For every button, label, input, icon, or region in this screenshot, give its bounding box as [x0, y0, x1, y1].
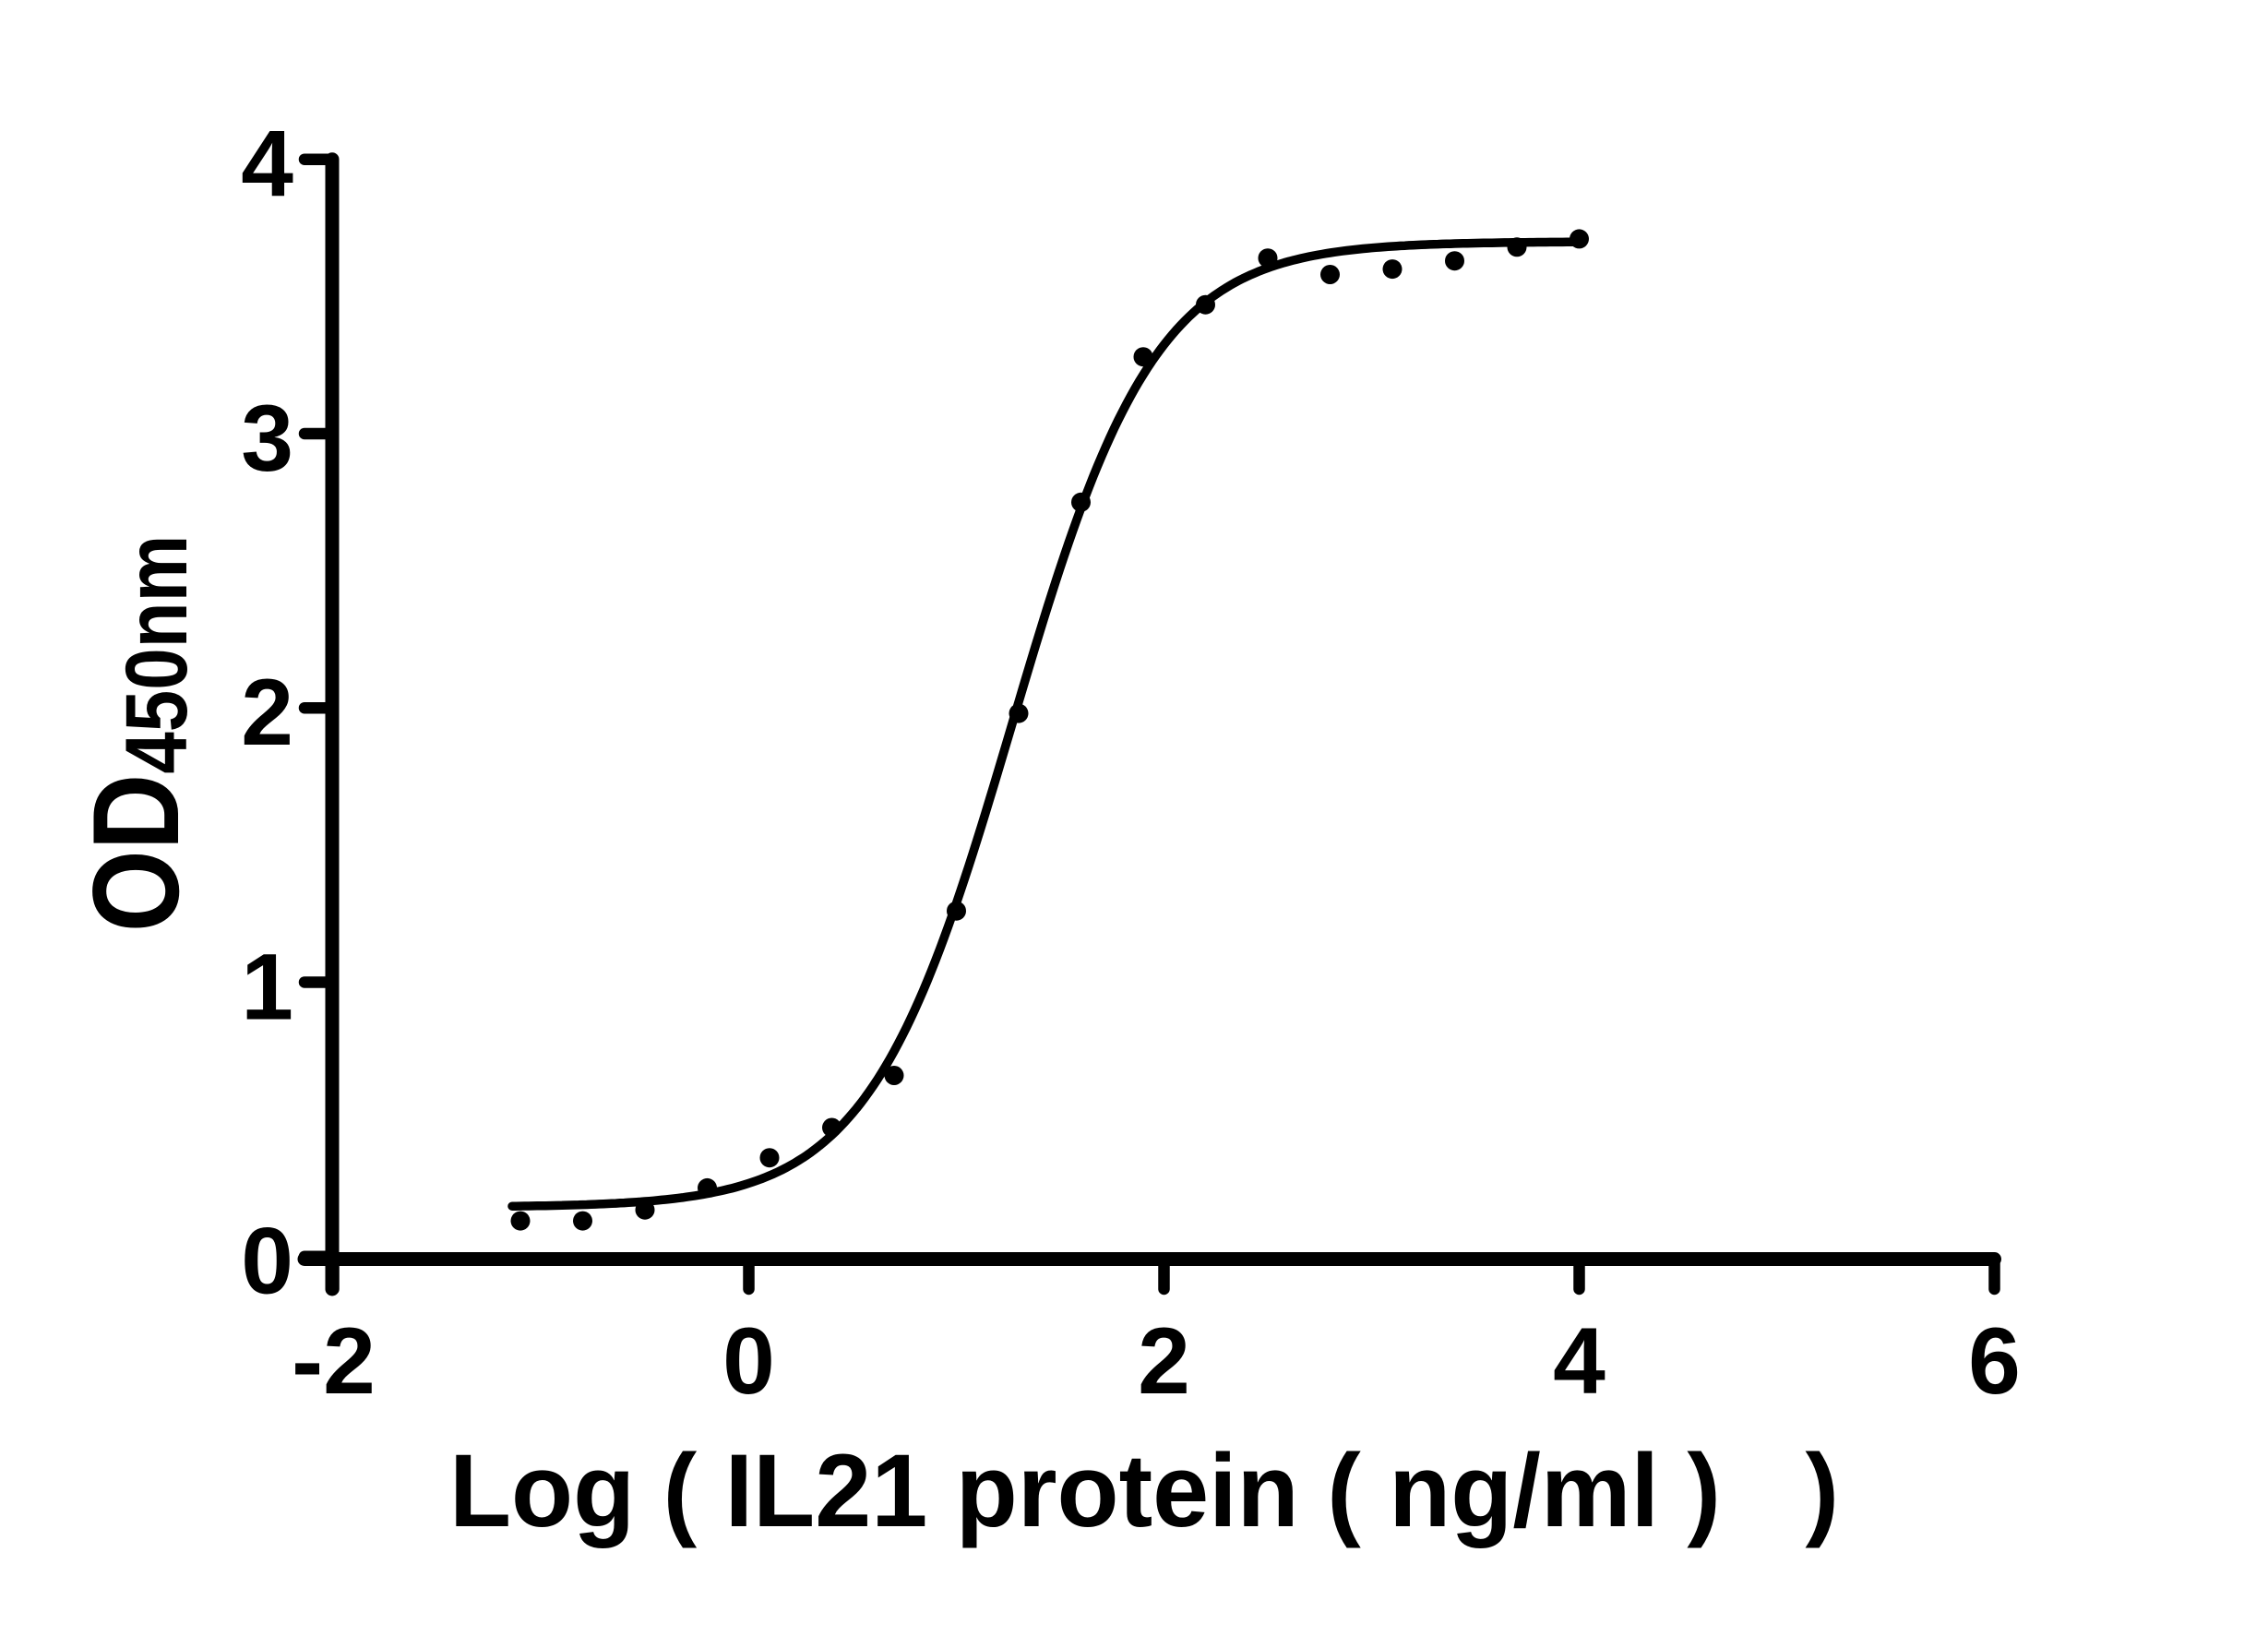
y-tick-label: 1	[241, 934, 293, 1039]
y-axis-title: OD450nm	[66, 503, 207, 965]
data-points	[510, 229, 1589, 1231]
data-point	[1258, 248, 1278, 269]
data-point	[1445, 251, 1464, 271]
x-tick-label: 4	[1553, 1308, 1606, 1414]
y-axis-title-subscript: 450nm	[107, 534, 206, 774]
x-tick-label: 6	[1968, 1308, 2021, 1414]
data-point	[573, 1211, 592, 1231]
data-point	[759, 1148, 780, 1168]
x-axis-ticks	[328, 1253, 2000, 1296]
data-point	[1009, 703, 1029, 723]
y-axis-title-text: OD450nm	[66, 535, 207, 932]
x-tick-label: 0	[722, 1308, 775, 1414]
data-point	[884, 1066, 904, 1085]
data-point	[1071, 492, 1091, 512]
y-tick-label: 4	[241, 112, 293, 217]
y-tick-label: 2	[241, 660, 293, 765]
y-tick-label: 3	[241, 386, 293, 491]
data-point	[1133, 347, 1153, 367]
y-axis-title-main: OD	[68, 773, 205, 933]
y-axis-tick-labels: 0 1 2 3 4	[241, 112, 293, 1314]
x-tick-label: -2	[292, 1308, 376, 1414]
data-point	[1507, 237, 1527, 257]
data-point	[510, 1211, 531, 1231]
x-axis-tick-labels: -2 0 2 4 6	[292, 1308, 2021, 1414]
data-point	[947, 901, 966, 921]
x-axis-title: Log ( IL21 protein ( ng/ml ) )	[448, 1433, 1840, 1548]
data-point	[1382, 259, 1403, 280]
data-point	[1320, 265, 1340, 284]
y-axis-ticks	[298, 153, 337, 1262]
data-point	[822, 1117, 842, 1138]
y-tick-label: 0	[241, 1209, 293, 1314]
data-point	[698, 1177, 717, 1198]
fit-curve	[507, 237, 1584, 1211]
data-point	[635, 1200, 655, 1220]
data-point	[1570, 229, 1589, 249]
data-point	[1196, 294, 1215, 315]
x-tick-label: 2	[1138, 1308, 1190, 1414]
